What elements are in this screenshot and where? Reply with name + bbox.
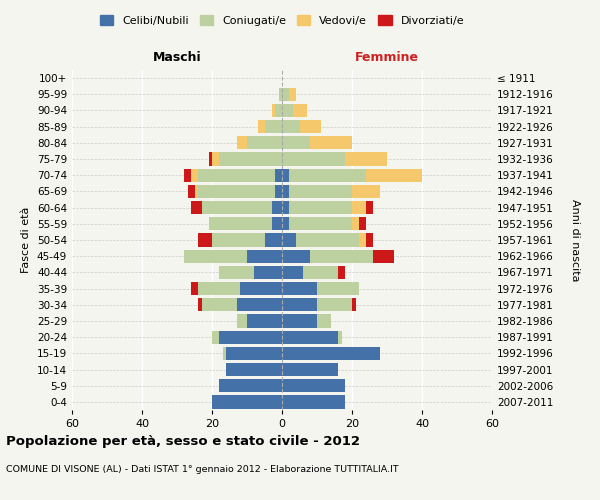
Bar (310, 250, 373, 263)
Bar (209, 152, 212, 166)
Bar (317, 314, 331, 328)
Bar (282, 282, 317, 295)
Bar (198, 168, 275, 182)
Bar (366, 168, 422, 182)
Bar (202, 298, 236, 312)
Bar (282, 330, 338, 344)
Bar (257, 120, 265, 134)
Bar (366, 234, 373, 246)
Text: Femmine: Femmine (355, 50, 419, 64)
Bar (265, 234, 282, 246)
Bar (310, 136, 352, 149)
Bar (278, 88, 282, 101)
Bar (226, 363, 282, 376)
Bar (282, 363, 338, 376)
Bar (282, 168, 289, 182)
Bar (289, 201, 352, 214)
Bar (212, 396, 282, 408)
Bar (247, 136, 282, 149)
Bar (299, 120, 320, 134)
Bar (282, 250, 310, 263)
Text: Popolazione per età, sesso e stato civile - 2012: Popolazione per età, sesso e stato civil… (6, 435, 360, 448)
Bar (289, 185, 352, 198)
Bar (282, 379, 345, 392)
Bar (282, 104, 293, 117)
Bar (247, 314, 282, 328)
Bar (275, 185, 282, 198)
Bar (194, 185, 198, 198)
Text: COMUNE DI VISONE (AL) - Dati ISTAT 1° gennaio 2012 - Elaborazione TUTTITALIA.IT: COMUNE DI VISONE (AL) - Dati ISTAT 1° ge… (6, 465, 398, 474)
Bar (198, 234, 212, 246)
Bar (282, 234, 296, 246)
Bar (282, 396, 345, 408)
Bar (219, 152, 282, 166)
Y-axis label: Fasce di età: Fasce di età (22, 207, 31, 273)
Text: Maschi: Maschi (152, 50, 202, 64)
Bar (226, 346, 282, 360)
Bar (271, 201, 282, 214)
Legend: Celibi/Nubili, Coniugati/e, Vedovi/e, Divorziati/e: Celibi/Nubili, Coniugati/e, Vedovi/e, Di… (95, 10, 469, 30)
Bar (289, 168, 366, 182)
Bar (289, 88, 296, 101)
Bar (282, 88, 289, 101)
Y-axis label: Anni di nascita: Anni di nascita (570, 198, 580, 281)
Bar (293, 104, 307, 117)
Bar (282, 217, 289, 230)
Bar (373, 250, 394, 263)
Bar (212, 330, 219, 344)
Bar (282, 298, 317, 312)
Bar (202, 201, 271, 214)
Bar (184, 250, 247, 263)
Bar (254, 266, 282, 279)
Bar (209, 217, 271, 230)
Bar (338, 330, 341, 344)
Bar (187, 185, 194, 198)
Bar (282, 314, 317, 328)
Bar (296, 234, 359, 246)
Bar (282, 185, 289, 198)
Bar (352, 298, 355, 312)
Bar (271, 104, 275, 117)
Bar (184, 168, 191, 182)
Bar (275, 168, 282, 182)
Bar (212, 234, 265, 246)
Bar (282, 266, 303, 279)
Bar (212, 152, 219, 166)
Bar (265, 120, 282, 134)
Bar (345, 152, 387, 166)
Bar (359, 234, 366, 246)
Bar (352, 201, 366, 214)
Bar (247, 250, 282, 263)
Bar (191, 282, 198, 295)
Bar (366, 201, 373, 214)
Bar (198, 185, 275, 198)
Bar (338, 266, 345, 279)
Bar (282, 346, 380, 360)
Bar (317, 282, 359, 295)
Bar (282, 201, 289, 214)
Bar (271, 217, 282, 230)
Bar (191, 168, 198, 182)
Bar (198, 298, 202, 312)
Bar (219, 266, 254, 279)
Bar (289, 217, 352, 230)
Bar (282, 136, 310, 149)
Bar (240, 282, 282, 295)
Bar (317, 298, 352, 312)
Bar (191, 201, 202, 214)
Bar (303, 266, 338, 279)
Bar (275, 104, 282, 117)
Bar (236, 314, 247, 328)
Bar (352, 217, 359, 230)
Bar (236, 298, 282, 312)
Bar (282, 120, 299, 134)
Bar (352, 185, 380, 198)
Bar (219, 379, 282, 392)
Bar (219, 330, 282, 344)
Bar (359, 217, 366, 230)
Bar (282, 152, 345, 166)
Bar (223, 346, 226, 360)
Bar (198, 282, 240, 295)
Bar (236, 136, 247, 149)
